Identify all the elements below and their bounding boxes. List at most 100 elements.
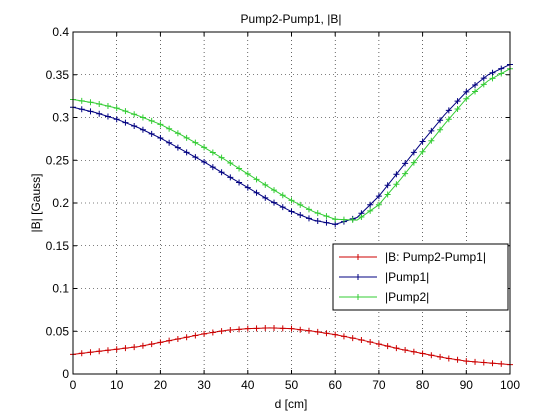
data-point [314,210,321,217]
data-point [393,171,400,178]
grid [72,31,511,375]
data-point [445,107,452,114]
legend-marker [355,254,361,260]
y-tick-label: 0 [62,367,69,381]
data-point [402,170,409,177]
data-point [314,328,321,335]
data-point [279,325,286,332]
data-point [454,356,461,363]
y-axis-label: |B| [Gauss] [29,174,43,233]
data-point [498,70,505,77]
data-point [148,130,155,137]
data-point [437,126,444,133]
data-point [480,359,487,366]
legend-label: |Pump2| [385,290,429,304]
data-point [472,358,479,365]
data-point [279,192,286,199]
data-point [244,325,251,332]
data-point [332,221,339,228]
data-point [297,211,304,218]
data-point [157,121,164,128]
data-point [463,358,470,365]
data-point [410,159,417,166]
data-point [271,325,278,332]
data-point [419,138,426,145]
data-point [332,216,339,223]
data-point [375,193,382,200]
data-point [454,105,461,112]
ticks: 0 10 20 30 40 50 60 70 80 90 100 0 0.05 0.1 0.15 0.2 0.2… [46,25,521,392]
data-point [384,343,391,350]
data-point [236,326,243,333]
data-point [227,327,234,334]
data-point [104,347,111,354]
data-point [463,88,470,95]
legend-entry: |B: Pump2-Pump1| [339,250,486,264]
data-point [96,110,103,117]
data-point [480,81,487,88]
data-point [183,334,190,341]
data-point [428,137,435,144]
data-point [454,98,461,105]
x-tick-label: 50 [285,378,299,392]
y-tick-label: 0.4 [52,25,69,39]
data-point [367,207,374,214]
data-point [87,99,94,106]
data-point [201,158,208,165]
data-point [122,119,129,126]
data-point [183,149,190,156]
data-point [87,349,94,356]
data-point [262,181,269,188]
data-point [104,113,111,120]
data-point [262,325,269,332]
data-point [445,355,452,362]
data-point [428,127,435,134]
data-point [78,97,85,104]
data-point [78,350,85,357]
data-point [244,184,251,191]
x-tick-label: 60 [329,378,343,392]
data-point [122,108,129,115]
data-point [174,130,181,137]
series-layer [70,61,513,368]
chart-title: Pump2-Pump1, |B| [241,12,342,26]
data-point [279,204,286,211]
data-point [218,328,225,335]
legend-marker [355,294,361,300]
data-point [253,176,260,183]
data-point [428,352,435,359]
data-point [271,187,278,194]
data-point [192,332,199,339]
data-point [131,344,138,351]
data-point [358,336,365,343]
x-tick-label: 40 [241,378,255,392]
data-point [122,345,129,352]
data-point [201,330,208,337]
y-tick-label: 0.05 [46,324,70,338]
data-point [262,194,269,201]
data-point [87,108,94,115]
data-point [157,339,164,346]
data-point [472,82,479,89]
x-tick-label: 20 [154,378,168,392]
data-point [367,339,374,346]
data-point [139,342,146,349]
y-tick-label: 0.2 [52,196,69,210]
data-point [253,189,260,196]
x-tick-label: 100 [500,378,520,392]
data-point [489,360,496,367]
data-point [297,326,304,333]
data-point [314,217,321,224]
data-point [445,116,452,123]
data-point [104,103,111,110]
data-point [139,126,146,133]
y-tick-label: 0.3 [52,111,69,125]
data-point [288,208,295,215]
data-point [201,144,208,151]
data-point [402,347,409,354]
data-point [236,165,243,172]
data-point [419,148,426,155]
x-tick-label: 10 [110,378,124,392]
